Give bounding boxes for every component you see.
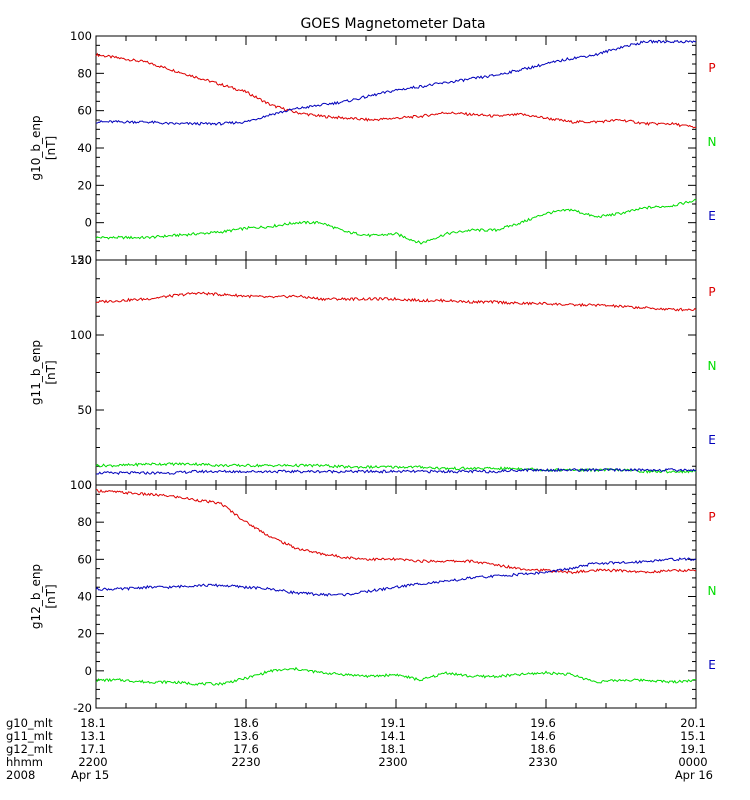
time-row-label: 2008 <box>6 768 35 782</box>
series-line-n <box>95 666 697 686</box>
y-tick-label: 60 <box>77 104 92 118</box>
time-row-label: g12_mlt <box>6 742 53 756</box>
time-row-value: 18.1 <box>80 716 106 730</box>
y-tick-label: -20 <box>73 253 92 267</box>
y-tick-label: 100 <box>70 478 92 492</box>
time-row-value: 19.6 <box>530 716 556 730</box>
legend-label-e: E <box>708 658 716 672</box>
series-line-e <box>95 467 697 475</box>
panel-frame <box>95 484 697 709</box>
panel-frame <box>95 35 697 261</box>
y-tick-label: 0 <box>85 216 92 230</box>
y-axis-label: g12_b_enp <box>29 564 43 629</box>
time-row-value: 15.1 <box>680 729 706 743</box>
time-row-value: 0000 <box>678 755 707 769</box>
y-tick-label: 0 <box>85 478 92 492</box>
legend-label-n: N <box>708 584 717 598</box>
y-tick-label: 100 <box>70 328 92 342</box>
series-line-p <box>95 291 697 312</box>
series-line-n <box>95 462 697 474</box>
y-axis-label: g10_b_enp <box>29 115 43 180</box>
y-tick-label: -20 <box>73 701 92 715</box>
series-line-n <box>95 198 697 245</box>
time-row-value: 13.6 <box>233 729 259 743</box>
y-tick-label: 40 <box>77 590 92 604</box>
legend-label-n: N <box>708 135 717 149</box>
time-row-value: 18.6 <box>233 716 259 730</box>
time-row-value: 14.6 <box>530 729 556 743</box>
legend-label-p: P <box>708 61 715 75</box>
series-line-e <box>95 39 697 126</box>
panel-2: 0 50 100 150 g11_b_enp [nT] P N E <box>29 253 716 492</box>
panel-3: -20 0 20 40 60 80 100 g12_b_enp [nT] P N E <box>29 478 716 715</box>
y-tick-label: 20 <box>77 178 92 192</box>
legend-label-p: P <box>708 510 715 524</box>
time-row-value: 17.6 <box>233 742 259 756</box>
time-row-value: 19.1 <box>380 716 406 730</box>
time-row-value: 19.1 <box>680 742 706 756</box>
legend-label-e: E <box>708 209 716 223</box>
time-row-value: Apr 16 <box>675 768 713 782</box>
legend-label-e: E <box>708 433 716 447</box>
time-row-value: 20.1 <box>680 716 706 730</box>
time-row-value: 18.1 <box>380 742 406 756</box>
time-row-value: Apr 15 <box>71 768 109 782</box>
series-line-e <box>95 557 696 597</box>
series-line-p <box>95 52 697 129</box>
y-tick-label: 100 <box>70 29 92 43</box>
time-row-value: 18.6 <box>530 742 556 756</box>
time-axis-table: g10_mlt 18.1 18.6 19.1 19.6 20.1 g11_mlt 13.1 13… <box>6 716 713 782</box>
chart-title: GOES Magnetometer Data <box>300 16 485 32</box>
y-axis-unit: [nT] <box>44 360 58 384</box>
y-tick-label: 20 <box>77 627 92 641</box>
time-row-label: g10_mlt <box>6 716 53 730</box>
time-row-value: 2200 <box>78 755 107 769</box>
y-axis-label: g11_b_enp <box>29 340 43 405</box>
y-tick-label: 50 <box>77 403 92 417</box>
time-row-value: 14.1 <box>380 729 406 743</box>
series-line-p <box>95 488 697 575</box>
time-row-label: hhmm <box>6 755 43 769</box>
y-tick-label: 80 <box>77 515 92 529</box>
y-axis-unit: [nT] <box>44 584 58 608</box>
y-tick-label: 0 <box>85 664 92 678</box>
legend-label-p: P <box>708 285 715 299</box>
y-tick-label: 60 <box>77 552 92 566</box>
time-row-value: 13.1 <box>80 729 106 743</box>
panel-1: -20 0 20 40 60 80 100 g10_b_enp [nT] P N E <box>29 29 716 267</box>
time-row-label: g11_mlt <box>6 729 53 743</box>
legend-label-n: N <box>708 359 717 373</box>
time-row-value: 17.1 <box>80 742 106 756</box>
y-tick-label: 150 <box>70 253 92 267</box>
time-row-value: 2330 <box>528 755 557 769</box>
y-tick-label: 80 <box>77 66 92 80</box>
time-row-value: 2230 <box>231 755 260 769</box>
y-tick-label: 40 <box>77 141 92 155</box>
y-axis-unit: [nT] <box>44 136 58 160</box>
time-row-value: 2300 <box>378 755 407 769</box>
